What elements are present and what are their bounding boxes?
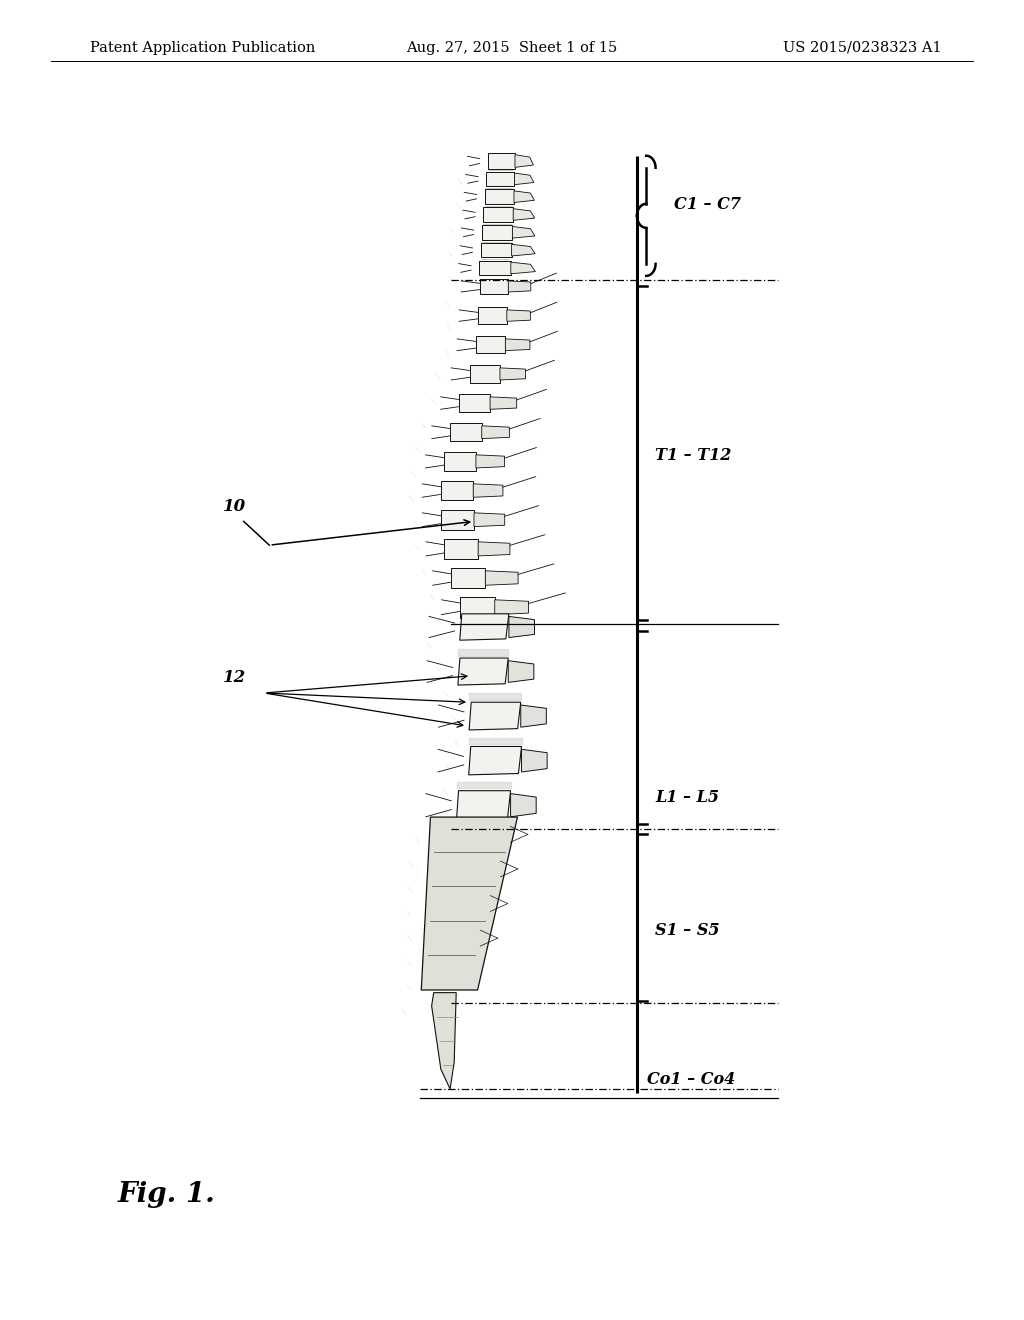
Polygon shape [451,424,481,441]
Polygon shape [477,308,507,323]
Polygon shape [509,616,535,638]
Polygon shape [476,455,505,469]
Polygon shape [490,397,517,409]
Polygon shape [511,793,537,817]
Polygon shape [460,597,495,618]
Polygon shape [487,153,515,169]
Polygon shape [479,279,508,294]
Text: S1 – S5: S1 – S5 [655,923,720,939]
Text: Aug. 27, 2015  Sheet 1 of 15: Aug. 27, 2015 Sheet 1 of 15 [407,41,617,54]
Polygon shape [474,513,505,527]
Polygon shape [444,539,478,558]
Polygon shape [469,702,521,730]
Text: Fig. 1.: Fig. 1. [118,1181,215,1208]
Polygon shape [511,263,536,273]
Polygon shape [460,614,509,640]
Text: T1 – T12: T1 – T12 [655,447,732,463]
Polygon shape [441,510,474,529]
Polygon shape [470,366,500,383]
Polygon shape [521,705,547,727]
Polygon shape [508,281,530,292]
Polygon shape [505,339,529,351]
Text: US 2015/0238323 A1: US 2015/0238323 A1 [783,41,942,54]
Polygon shape [500,368,525,380]
Polygon shape [507,310,530,321]
Polygon shape [432,993,457,1089]
Polygon shape [514,173,534,185]
Polygon shape [480,243,512,257]
Text: Patent Application Publication: Patent Application Publication [90,41,315,54]
Polygon shape [478,541,510,556]
Polygon shape [458,657,508,685]
Polygon shape [451,568,485,589]
Polygon shape [443,451,476,471]
Polygon shape [515,154,534,168]
Polygon shape [512,244,536,256]
Polygon shape [482,224,512,240]
Polygon shape [479,261,511,275]
Polygon shape [513,209,535,220]
Polygon shape [521,750,547,772]
Polygon shape [459,395,490,412]
Polygon shape [469,747,521,775]
Polygon shape [457,791,511,820]
Polygon shape [514,191,535,202]
Text: 12: 12 [223,669,247,686]
Polygon shape [421,817,517,990]
Polygon shape [512,227,535,238]
Polygon shape [483,207,513,222]
Polygon shape [485,570,518,585]
Polygon shape [473,484,503,498]
Polygon shape [486,172,514,186]
Text: L1 – L5: L1 – L5 [655,789,719,805]
Polygon shape [475,337,505,354]
Polygon shape [508,661,534,682]
Polygon shape [440,480,473,500]
Polygon shape [481,426,509,438]
Polygon shape [484,190,514,205]
Text: Co1 – Co4: Co1 – Co4 [647,1072,735,1088]
Polygon shape [495,599,528,615]
Text: C1 – C7: C1 – C7 [674,197,741,213]
Text: 10: 10 [223,498,247,515]
